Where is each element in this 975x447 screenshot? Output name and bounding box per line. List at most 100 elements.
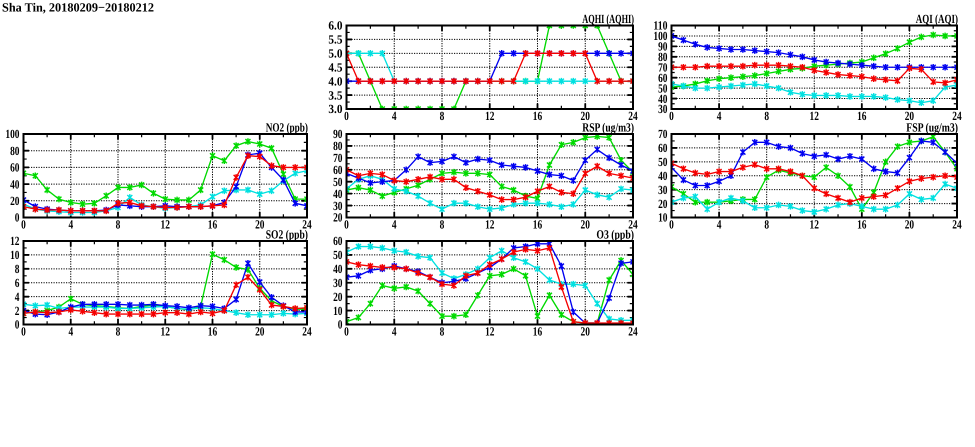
svg-text:30: 30	[333, 276, 342, 290]
svg-text:100: 100	[653, 29, 667, 43]
svg-text:24: 24	[302, 218, 312, 232]
svg-text:60: 60	[658, 71, 667, 85]
svg-text:110: 110	[653, 19, 667, 33]
svg-text:12: 12	[161, 218, 170, 232]
svg-text:20: 20	[255, 325, 264, 339]
svg-text:50: 50	[658, 81, 667, 95]
svg-text:20: 20	[581, 109, 590, 123]
svg-text:3.0: 3.0	[328, 102, 342, 116]
svg-text:0: 0	[21, 325, 26, 339]
svg-text:4.0: 4.0	[328, 74, 342, 88]
svg-text:50: 50	[658, 155, 667, 169]
svg-text:90: 90	[333, 127, 342, 141]
svg-text:10: 10	[333, 304, 342, 318]
svg-text:12: 12	[161, 325, 170, 339]
svg-text:8: 8	[116, 218, 121, 232]
svg-text:12: 12	[810, 218, 819, 232]
svg-text:16: 16	[533, 325, 542, 339]
svg-text:24: 24	[302, 325, 312, 339]
svg-text:60: 60	[658, 141, 667, 155]
svg-text:40: 40	[10, 177, 19, 191]
svg-text:8: 8	[440, 218, 445, 232]
svg-text:24: 24	[628, 109, 638, 123]
svg-text:4: 4	[392, 218, 397, 232]
svg-text:8: 8	[116, 325, 121, 339]
svg-text:20: 20	[658, 197, 667, 211]
svg-text:12: 12	[810, 109, 819, 123]
svg-text:SO2 (ppb): SO2 (ppb)	[266, 228, 308, 242]
svg-text:6: 6	[15, 276, 20, 290]
svg-text:10: 10	[10, 248, 19, 262]
svg-text:5.5: 5.5	[328, 33, 342, 47]
svg-text:12: 12	[10, 234, 19, 248]
svg-text:4: 4	[717, 109, 722, 123]
svg-text:4: 4	[15, 290, 20, 304]
svg-text:40: 40	[658, 169, 667, 183]
svg-text:70: 70	[333, 151, 342, 165]
svg-text:80: 80	[658, 50, 667, 64]
svg-text:Sha Tin, 20180209−20180212: Sha Tin, 20180209−20180212	[2, 1, 154, 15]
svg-text:FSP (ug/m3): FSP (ug/m3)	[906, 121, 958, 135]
svg-text:20: 20	[905, 218, 914, 232]
svg-text:16: 16	[208, 325, 217, 339]
svg-text:16: 16	[533, 218, 542, 232]
svg-text:20: 20	[333, 290, 342, 304]
svg-text:20: 20	[581, 325, 590, 339]
svg-text:4.5: 4.5	[328, 61, 342, 75]
svg-text:4: 4	[392, 109, 397, 123]
svg-text:80: 80	[333, 139, 342, 153]
svg-text:0: 0	[15, 211, 20, 225]
svg-text:2: 2	[15, 304, 20, 318]
svg-text:20: 20	[333, 211, 342, 225]
svg-text:20: 20	[10, 194, 19, 208]
svg-text:70: 70	[658, 61, 667, 75]
svg-text:16: 16	[857, 109, 866, 123]
svg-text:100: 100	[5, 127, 19, 141]
svg-text:AQHI (AQHI): AQHI (AQHI)	[582, 12, 634, 26]
svg-text:0: 0	[669, 218, 674, 232]
svg-text:24: 24	[952, 109, 962, 123]
svg-text:0: 0	[344, 325, 349, 339]
svg-text:60: 60	[333, 234, 342, 248]
svg-text:30: 30	[658, 183, 667, 197]
svg-text:4: 4	[392, 325, 397, 339]
svg-text:40: 40	[333, 187, 342, 201]
svg-text:16: 16	[533, 109, 542, 123]
svg-text:60: 60	[333, 163, 342, 177]
svg-text:60: 60	[10, 161, 19, 175]
svg-text:NO2 (ppb): NO2 (ppb)	[266, 121, 308, 135]
svg-text:24: 24	[628, 325, 638, 339]
svg-text:12: 12	[485, 109, 494, 123]
svg-text:8: 8	[440, 109, 445, 123]
svg-text:4: 4	[68, 325, 73, 339]
svg-text:16: 16	[208, 218, 217, 232]
svg-text:AQI (AQI): AQI (AQI)	[916, 12, 958, 26]
svg-text:4: 4	[68, 218, 73, 232]
svg-text:4: 4	[717, 218, 722, 232]
svg-text:5.0: 5.0	[328, 47, 342, 61]
svg-text:16: 16	[857, 218, 866, 232]
svg-text:50: 50	[333, 248, 342, 262]
svg-text:8: 8	[764, 218, 769, 232]
svg-text:0: 0	[15, 318, 20, 332]
svg-text:20: 20	[581, 218, 590, 232]
svg-text:8: 8	[440, 325, 445, 339]
svg-text:20: 20	[255, 218, 264, 232]
svg-text:0: 0	[344, 109, 349, 123]
svg-text:30: 30	[333, 199, 342, 213]
svg-text:0: 0	[338, 318, 343, 332]
svg-text:8: 8	[15, 262, 20, 276]
svg-text:24: 24	[952, 218, 962, 232]
svg-text:10: 10	[658, 211, 667, 225]
svg-text:0: 0	[344, 218, 349, 232]
svg-text:70: 70	[658, 127, 667, 141]
svg-text:20: 20	[905, 109, 914, 123]
svg-text:90: 90	[658, 40, 667, 54]
svg-text:3.5: 3.5	[328, 88, 342, 102]
svg-text:8: 8	[764, 109, 769, 123]
svg-text:O3 (ppb): O3 (ppb)	[596, 228, 634, 242]
svg-text:12: 12	[485, 325, 494, 339]
svg-text:40: 40	[658, 92, 667, 106]
svg-text:RSP (ug/m3): RSP (ug/m3)	[582, 121, 634, 135]
svg-text:0: 0	[21, 218, 26, 232]
